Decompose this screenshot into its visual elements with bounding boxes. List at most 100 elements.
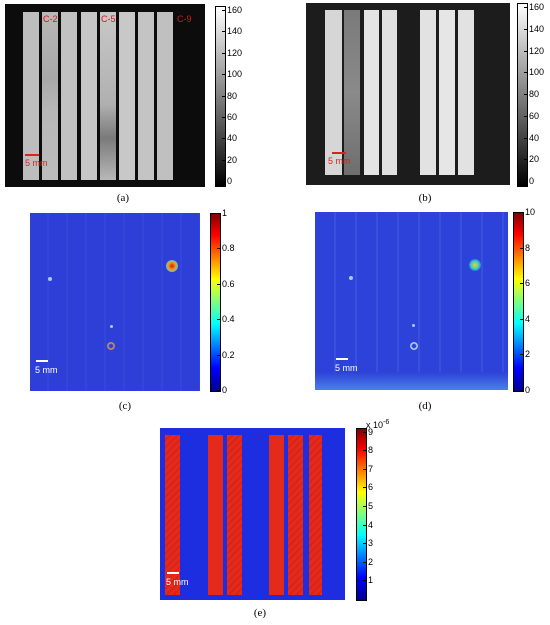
colorbar-tick-label: 20 (227, 155, 238, 165)
strip (439, 10, 455, 175)
colorbar-tick-mark (520, 390, 523, 391)
colorbar-tick-label: 3 (368, 538, 374, 548)
colorbar-tick-mark (217, 248, 220, 249)
strip (309, 435, 322, 595)
strip (325, 10, 342, 175)
colorbar-tick-mark (217, 284, 220, 285)
colorbar-c (210, 213, 221, 392)
colorbar-tick-mark (222, 74, 225, 75)
strip (227, 435, 242, 595)
strip (458, 10, 474, 175)
colorbar-tick-label: 0.6 (222, 279, 235, 289)
strip (81, 12, 97, 180)
colorbar-b (517, 3, 528, 187)
colorbar-tick-mark (222, 181, 225, 182)
colorbar-d (513, 212, 524, 392)
scale-label: 5 mm (328, 156, 351, 166)
colorbar-tick-label: 6 (525, 278, 531, 288)
scale-bar (36, 360, 48, 362)
strip (138, 12, 154, 180)
colorbar-tick-label: 60 (227, 112, 238, 122)
hot-spot (166, 260, 178, 272)
colorbar-tick-mark (363, 506, 366, 507)
strip (100, 12, 116, 180)
colorbar-tick-mark (363, 562, 366, 563)
colorbar-a (215, 6, 226, 187)
strip (23, 12, 39, 180)
strip (208, 435, 223, 595)
colorbar-tick-mark (363, 543, 366, 544)
scale-bar (25, 154, 39, 156)
scale-label: 5 mm (25, 158, 48, 168)
strip (364, 10, 379, 175)
colorbar-tick-label: 60 (529, 111, 540, 121)
colorbar-tick-label: 2 (368, 557, 374, 567)
colorbar-tick-label: 2 (525, 349, 531, 359)
strip (42, 12, 58, 180)
colorbar-tick-mark (363, 450, 366, 451)
colorbar-tick-label: 0.8 (222, 243, 235, 253)
colorbar-tick-mark (222, 138, 225, 139)
colorbar-tick-mark (520, 212, 523, 213)
colorbar-tick-mark (524, 94, 527, 95)
column-label-c9: C-9 (177, 14, 192, 24)
colorbar-tick-mark (520, 283, 523, 284)
colorbar-tick-mark (222, 10, 225, 11)
hot-spot (469, 259, 481, 271)
colorbar-tick-mark (217, 390, 220, 391)
strip (315, 372, 508, 390)
strip (269, 435, 284, 595)
colorbar-tick-mark (524, 7, 527, 8)
colorbar-tick-mark (222, 53, 225, 54)
colorbar-tick-mark (222, 96, 225, 97)
colorbar-tick-mark (520, 319, 523, 320)
scale-bar (167, 572, 179, 574)
hot-spot (48, 277, 52, 281)
colorbar-tick-label: 1 (222, 208, 228, 218)
colorbar-tick-mark (524, 138, 527, 139)
colorbar-tick-label: 8 (525, 243, 531, 253)
colorbar-tick-mark (217, 213, 220, 214)
strip (315, 212, 508, 390)
colorbar-e (356, 428, 367, 601)
hot-spot (410, 342, 418, 350)
colorbar-tick-label: 40 (529, 133, 540, 143)
colorbar-tick-label: 160 (529, 2, 545, 12)
strip (344, 10, 360, 175)
panel-a-image: C-2 C-5 C-9 5 mm (5, 4, 205, 187)
colorbar-tick-mark (363, 525, 366, 526)
scale-label: 5 mm (335, 363, 358, 373)
colorbar-e-exponent: x 10-6 (366, 419, 390, 430)
colorbar-tick-label: 8 (368, 445, 374, 455)
hot-spot (412, 324, 415, 327)
colorbar-tick-label: 120 (227, 48, 243, 58)
panel-e-image: 5 mm (160, 428, 345, 600)
colorbar-tick-label: 5 (368, 501, 374, 511)
colorbar-tick-label: 80 (529, 89, 540, 99)
colorbar-tick-mark (217, 355, 220, 356)
panel-b-image: 5 mm (306, 3, 510, 185)
scale-bar (336, 358, 348, 360)
colorbar-tick-label: 0 (525, 385, 531, 395)
colorbar-tick-label: 0.2 (222, 350, 235, 360)
colorbar-tick-mark (520, 354, 523, 355)
column-label-c2: C-2 (43, 14, 58, 24)
strip (30, 213, 200, 391)
colorbar-tick-label: 160 (227, 5, 243, 15)
colorbar-tick-mark (363, 432, 366, 433)
scale-label: 5 mm (166, 577, 189, 587)
strip (157, 12, 173, 180)
colorbar-tick-label: 4 (525, 314, 531, 324)
caption-a: (a) (116, 192, 130, 204)
caption-c: (c) (118, 400, 132, 412)
colorbar-tick-label: 40 (227, 133, 238, 143)
colorbar-tick-mark (524, 116, 527, 117)
column-label-c5: C-5 (101, 14, 116, 24)
colorbar-tick-label: 6 (368, 482, 374, 492)
caption-b: (b) (418, 192, 432, 204)
scale-bar (332, 152, 346, 154)
colorbar-tick-mark (222, 160, 225, 161)
colorbar-tick-label: 0 (222, 385, 228, 395)
colorbar-tick-label: 140 (227, 26, 243, 36)
colorbar-tick-label: 120 (529, 46, 545, 56)
